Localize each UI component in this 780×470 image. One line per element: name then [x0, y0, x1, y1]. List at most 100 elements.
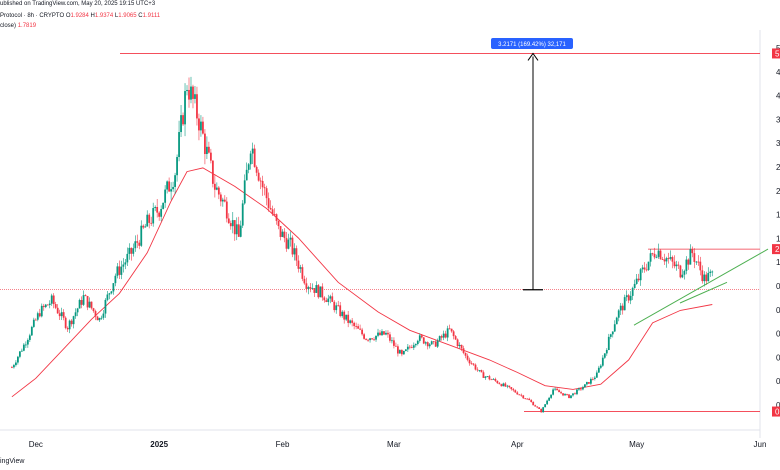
candle-body — [369, 338, 371, 341]
candle-body — [102, 313, 105, 318]
candle-body — [84, 295, 87, 297]
candle-body — [657, 250, 660, 257]
candle-body — [526, 398, 529, 400]
candle-body — [126, 253, 129, 263]
candle-body — [478, 370, 481, 371]
candle-body — [639, 269, 642, 281]
candle-body — [92, 308, 95, 312]
candle-body — [385, 332, 387, 335]
candle-body — [100, 317, 103, 319]
candle-body — [285, 238, 288, 249]
candle-body — [444, 333, 447, 338]
candle-body — [454, 336, 457, 340]
candle-body — [508, 385, 511, 388]
candle-body — [406, 346, 409, 350]
candle-body — [633, 283, 636, 289]
candle-body — [94, 311, 97, 317]
candle-body — [170, 189, 172, 192]
price-tick-label: 4 — [776, 68, 780, 77]
candle-body — [603, 353, 606, 358]
candle-body — [68, 320, 71, 330]
candle-body — [241, 203, 244, 226]
candle-body — [46, 304, 49, 306]
candle-body — [623, 297, 626, 311]
candle-body — [705, 274, 708, 282]
candle-body — [426, 342, 429, 347]
candle-body — [130, 247, 133, 254]
candle-body — [154, 206, 157, 209]
candle-body — [653, 253, 656, 258]
high-value: 1.9374 — [94, 13, 114, 19]
candle-body — [629, 295, 632, 301]
candle-body — [223, 199, 226, 202]
publish-info: ublished on TradingView.com, May 20, 202… — [0, 1, 156, 7]
candle-body — [703, 274, 706, 282]
open-value: 1.9284 — [70, 13, 89, 19]
candle-body — [500, 384, 503, 387]
candle-body — [184, 91, 186, 125]
candle-body — [697, 261, 700, 263]
candle-body — [671, 257, 674, 262]
candle-body — [711, 271, 714, 273]
candle-body — [24, 344, 27, 346]
candle-body — [643, 267, 646, 270]
candle-body — [470, 363, 473, 365]
candle-body — [538, 407, 541, 410]
candle-body — [315, 285, 318, 293]
close-label: C — [138, 13, 143, 19]
candle-body — [675, 264, 678, 267]
candle-body — [397, 346, 399, 354]
candle-body — [404, 349, 407, 351]
candle-body — [198, 118, 200, 131]
candle-body — [685, 259, 688, 271]
candle-body — [488, 376, 491, 380]
candle-body — [591, 378, 594, 380]
candle-body — [448, 328, 451, 330]
candle-body — [74, 312, 77, 317]
candle-body — [90, 301, 93, 309]
candle-body — [118, 266, 121, 275]
candle-body — [158, 212, 161, 217]
candle-body — [474, 364, 477, 370]
price-badge-text: 0 — [775, 408, 780, 417]
candle-body — [446, 328, 449, 338]
candle-body — [464, 352, 467, 356]
candle-body — [54, 304, 57, 308]
candle-body — [564, 394, 566, 396]
candle-body — [570, 395, 572, 399]
candle-body — [651, 253, 654, 255]
candle-body — [486, 376, 489, 377]
candle-body — [42, 305, 45, 308]
candle-body — [319, 286, 322, 298]
candle-body — [566, 394, 568, 395]
brand-label: ingView — [0, 458, 25, 465]
trendline — [633, 248, 769, 326]
candle-body — [206, 146, 208, 155]
candle-body — [309, 287, 312, 289]
candle-body — [283, 231, 286, 239]
candle-body — [243, 180, 246, 204]
time-tick-label: May — [629, 440, 644, 449]
candle-body — [599, 365, 602, 368]
candle-body — [15, 362, 17, 366]
candle-body — [522, 395, 525, 399]
ma-label: close) — [0, 23, 17, 29]
candle-body — [689, 249, 692, 265]
candle-body — [621, 305, 624, 311]
candle-body — [458, 344, 461, 347]
candle-body — [355, 326, 358, 327]
candle-body — [209, 152, 212, 161]
candle-body — [560, 392, 562, 394]
candle-body — [408, 346, 411, 348]
candle-body — [231, 220, 234, 227]
candle-body — [200, 121, 202, 131]
candle-body — [452, 331, 455, 337]
candle-body — [351, 320, 354, 323]
candle-body — [221, 199, 224, 202]
candle-body — [701, 270, 704, 282]
candle-body — [325, 300, 328, 302]
candle-body — [305, 283, 308, 289]
price-tick-label: 3 — [776, 115, 780, 124]
candle-body — [144, 226, 147, 228]
